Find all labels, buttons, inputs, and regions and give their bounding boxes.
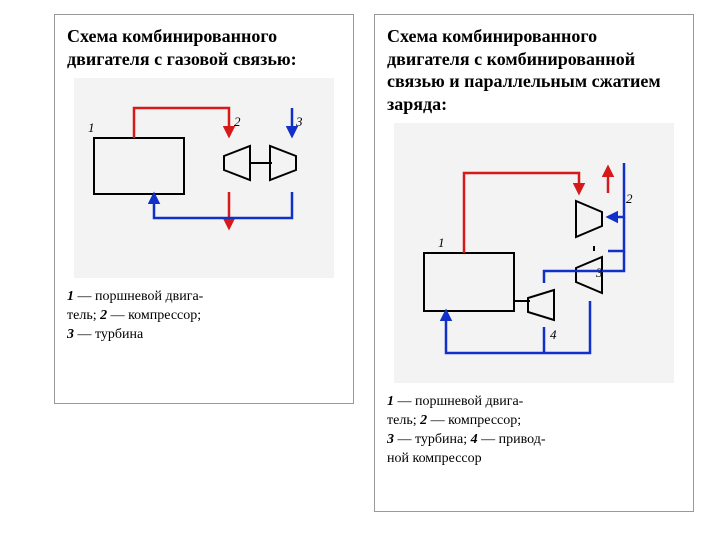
right-legend: 1 — поршневой двига-тель; 2 — компрессор… [387,393,681,469]
svg-text:1: 1 [438,235,445,250]
left-legend: 1 — поршневой двига-тель; 2 — компрессор… [67,288,341,345]
svg-text:2: 2 [626,191,633,206]
svg-text:2: 2 [234,114,241,129]
left-diagram: 1 2 3 [74,78,334,278]
svg-text:3: 3 [595,265,603,280]
left-panel: Схема комбинированного двигателя с газов… [54,14,354,404]
svg-text:3: 3 [295,114,303,129]
svg-text:4: 4 [550,327,557,342]
right-diagram: 1 2 3 4 [394,123,674,383]
left-title: Схема комбинированного двигателя с газов… [67,25,341,70]
svg-text:1: 1 [88,120,95,135]
right-title: Схема комбинированного двигателя с комби… [387,25,681,115]
right-panel: Схема комбинированного двигателя с комби… [374,14,694,512]
